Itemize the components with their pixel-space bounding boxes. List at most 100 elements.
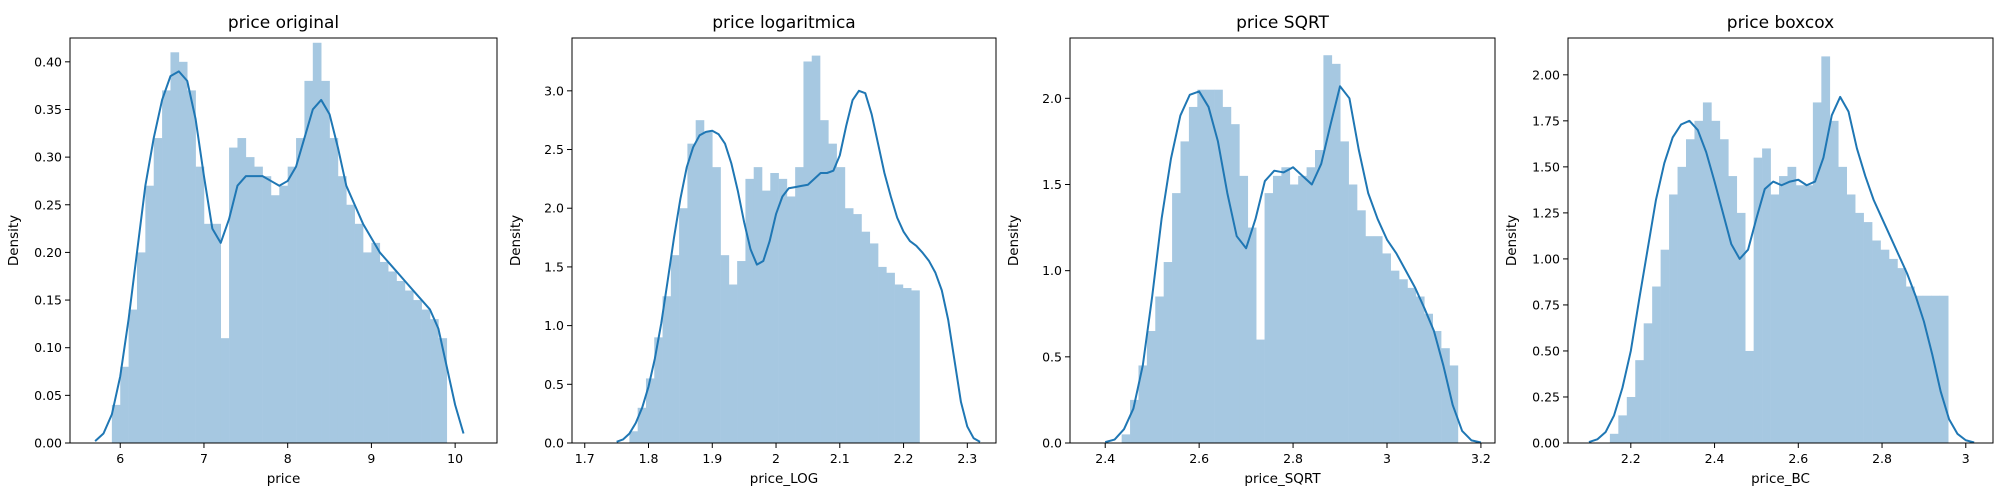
y-tick-label: 2.0 <box>544 201 564 216</box>
histogram-bar <box>1787 166 1797 444</box>
histogram-bar <box>670 255 680 443</box>
histogram-bar <box>195 166 205 443</box>
histogram-bar <box>1432 330 1442 443</box>
histogram-bar <box>844 208 854 443</box>
chart-title: price logaritmica <box>712 13 855 33</box>
y-tick-label: 0.10 <box>34 340 62 355</box>
y-axis-label: Density <box>6 215 22 266</box>
y-tick-label: 0.00 <box>34 436 62 451</box>
x-tick-label: 1.7 <box>575 451 595 466</box>
histogram-bar <box>1719 139 1729 443</box>
x-tick-label: 1.8 <box>639 451 659 466</box>
histogram-bar <box>1230 124 1240 444</box>
histogram-bar <box>1163 262 1173 443</box>
y-tick-label: 1.0 <box>544 318 564 333</box>
histogram-bar <box>379 261 389 443</box>
histogram-bars <box>629 55 920 444</box>
histogram-bar <box>1172 193 1181 443</box>
x-tick-label: 2.1 <box>830 451 850 466</box>
histogram-bar <box>1677 166 1687 444</box>
chart-title: price original <box>228 13 339 33</box>
histogram-bar <box>1365 236 1375 443</box>
histogram-bar <box>1669 194 1678 443</box>
histogram-bar <box>1306 167 1316 443</box>
histogram-bar <box>337 176 347 443</box>
histogram-bar <box>128 309 138 443</box>
histogram-bar <box>413 300 422 443</box>
histogram-bar <box>1373 236 1383 443</box>
histogram-bar <box>1247 227 1257 443</box>
histogram-bar <box>878 266 887 443</box>
x-tick-label: 3 <box>1962 451 1970 466</box>
histogram-bar <box>1407 287 1417 443</box>
histogram-bar <box>1711 120 1721 443</box>
histogram-bar <box>902 288 912 443</box>
histogram-bar <box>438 338 448 443</box>
histogram-bar <box>279 185 288 443</box>
histogram-bar <box>1188 106 1198 443</box>
y-tick-label: 1.5 <box>1042 177 1062 192</box>
histogram-bar <box>1155 296 1164 443</box>
histogram-bar <box>1745 350 1754 443</box>
histogram-bar <box>1449 365 1459 443</box>
x-tick-label: 3 <box>1383 451 1391 466</box>
histogram-bar <box>762 190 771 443</box>
x-tick-label: 2.4 <box>1705 451 1725 466</box>
histogram-bar <box>1315 150 1324 443</box>
histogram-bar <box>1897 268 1907 443</box>
histogram-bar <box>869 243 879 443</box>
histogram-bar <box>886 272 895 443</box>
histogram-bar <box>737 261 746 443</box>
histogram-bar <box>1121 434 1131 443</box>
kde-curve <box>94 70 465 442</box>
histogram-bar <box>1804 185 1814 443</box>
histogram-bar <box>1264 193 1274 443</box>
kde-curve <box>1588 95 1975 444</box>
histogram-bar <box>712 167 721 443</box>
histogram-bar <box>371 242 381 443</box>
histogram-bar <box>363 252 372 443</box>
histogram-bars <box>1121 55 1459 444</box>
x-tick-label: 6 <box>116 451 124 466</box>
histogram-bar <box>270 195 280 443</box>
histogram-bar <box>1382 253 1391 443</box>
histogram-bar <box>203 223 213 443</box>
histogram-bar <box>212 223 221 443</box>
histogram-bar <box>828 143 837 443</box>
y-tick-label: 0.20 <box>34 245 62 260</box>
histogram-bar <box>254 166 263 443</box>
histogram-bar <box>1214 89 1223 443</box>
y-tick-label: 0.75 <box>1532 297 1560 312</box>
histogram-bar <box>346 204 355 443</box>
y-axis-label: Density <box>1006 215 1022 266</box>
x-axis-label: price_BC <box>1751 471 1810 487</box>
histogram-bar <box>262 176 272 443</box>
axes-frame <box>1567 37 1994 444</box>
y-tick-label: 2.00 <box>1532 67 1560 82</box>
histogram-bar <box>811 55 821 444</box>
histogram-bar <box>229 147 238 443</box>
histogram-bar <box>1838 166 1847 444</box>
histogram-bars <box>1609 56 1949 444</box>
histogram-bar <box>1914 295 1924 443</box>
histogram-bar <box>1146 330 1156 443</box>
histogram-bar <box>662 296 672 443</box>
histogram-bar <box>354 223 364 443</box>
y-tick-label: 2.0 <box>1042 91 1062 106</box>
histogram-bar <box>1829 120 1839 443</box>
x-tick-label: 2.3 <box>957 451 977 466</box>
histogram-bar <box>1660 249 1670 443</box>
histogram-bar <box>1415 296 1425 443</box>
histogram-bar <box>645 378 655 443</box>
chart-panel-1: 6 7 8 9 10 0.00 0.05 0.10 0.15 0.20 0.25 0.30 0.35 0.… <box>6 13 498 487</box>
y-tick-label: 0.50 <box>1532 343 1560 358</box>
y-axis-label: Density <box>1504 215 1520 266</box>
histogram-bar <box>396 281 406 443</box>
y-tick-label: 3.0 <box>544 83 564 98</box>
histogram-bar <box>1399 279 1408 443</box>
histogram-bar <box>111 404 121 443</box>
histogram-bar <box>679 208 688 443</box>
histogram-bar <box>1626 396 1636 443</box>
histogram-bar <box>287 166 297 443</box>
histogram-bar <box>1635 360 1645 443</box>
